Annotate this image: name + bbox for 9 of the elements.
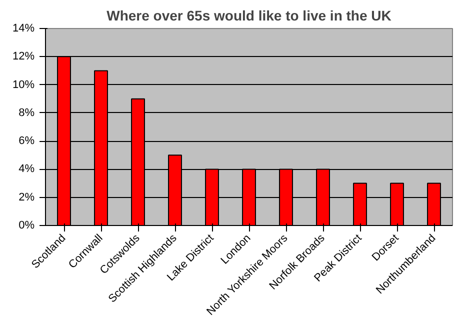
chart-title: Where over 65s would like to live in the UK xyxy=(106,8,392,24)
y-tick-label: 2% xyxy=(18,191,35,204)
y-tick-label: 6% xyxy=(18,135,35,148)
y-tick-label: 12% xyxy=(12,50,35,63)
y-tick-label: 10% xyxy=(12,78,35,91)
y-tick-label: 14% xyxy=(12,22,35,34)
y-tick-label: 0% xyxy=(18,220,35,232)
y-tick-label: 4% xyxy=(18,163,35,176)
y-tick-label: 8% xyxy=(18,106,35,119)
